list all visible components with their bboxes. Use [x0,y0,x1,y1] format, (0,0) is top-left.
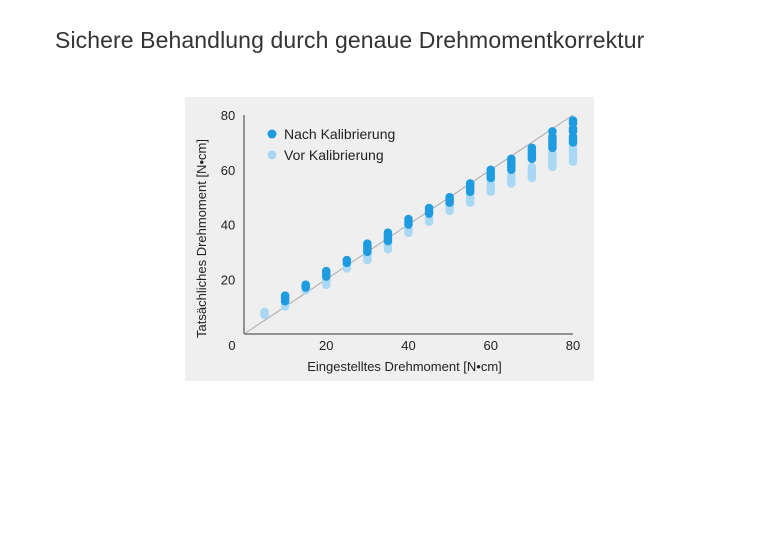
scatter-chart: 0 20 40 60 80 20 40 60 80 Nach Kalibrierung Vor … [194,108,580,374]
point-nach-kalibrierung [301,280,310,290]
x-tick-label: 40 [401,338,415,353]
legend-label-nach-kalibrierung: Nach Kalibrierung [284,126,395,142]
point-nach-kalibrierung [548,127,557,136]
y-tick-label: 60 [221,163,235,178]
legend-marker-nach-kalibrierung [267,129,277,139]
point-nach-kalibrierung [321,266,331,276]
chart-panel: 0 20 40 60 80 20 40 60 80 Nach Kalibrierung Vor … [185,97,594,381]
x-tick-label: 0 [228,338,235,353]
point-nach-kalibrierung [280,291,290,300]
point-nach-kalibrierung [527,143,537,153]
y-tick-label: 80 [221,108,235,123]
point-nach-kalibrierung [465,179,475,188]
x-axis-title: Eingestelltes Drehmoment [N•cm] [307,359,502,374]
point-nach-kalibrierung [445,192,454,202]
legend-marker-vor-kalibrierung [267,150,277,160]
y-axis-title: Tatsächliches Drehmoment [N•cm] [194,139,209,338]
page-title: Sichere Behandlung durch genaue Drehmome… [55,27,645,53]
point-nach-kalibrierung [363,239,372,248]
point-nach-kalibrierung [404,214,413,224]
point-nach-kalibrierung [486,165,496,175]
x-tick-label: 60 [484,338,498,353]
data-points [260,116,578,320]
point-nach-kalibrierung [507,154,516,164]
y-tick-label: 40 [221,218,235,233]
point-nach-kalibrierung [424,203,434,213]
point-nach-kalibrierung [342,255,352,265]
y-tick-label: 20 [221,272,235,287]
y-tick-labels: 20 40 60 80 [221,108,235,287]
point-nach-kalibrierung [383,228,393,238]
point-vor-kalibrierung [260,307,269,317]
x-tick-label: 20 [319,338,333,353]
x-tick-label: 80 [566,338,580,353]
point-vor-kalibrierung [527,162,537,172]
legend: Nach Kalibrierung Vor Kalibrierung [267,126,395,163]
legend-label-vor-kalibrierung: Vor Kalibrierung [284,147,384,163]
point-nach-kalibrierung [568,116,578,125]
x-tick-labels: 0 20 40 60 80 [228,338,580,353]
